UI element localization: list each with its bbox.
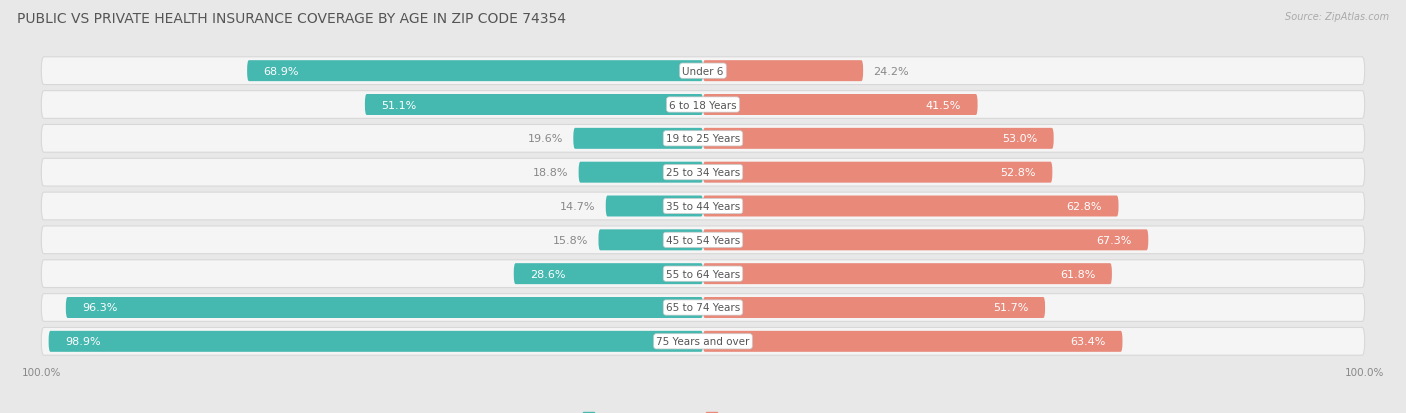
FancyBboxPatch shape <box>599 230 703 251</box>
Text: 51.1%: 51.1% <box>381 100 416 110</box>
Text: 98.9%: 98.9% <box>65 337 101 347</box>
Text: 45 to 54 Years: 45 to 54 Years <box>666 235 740 245</box>
FancyBboxPatch shape <box>703 61 863 82</box>
Text: 61.8%: 61.8% <box>1060 269 1095 279</box>
FancyBboxPatch shape <box>703 230 1149 251</box>
Text: 75 Years and over: 75 Years and over <box>657 337 749 347</box>
Text: PUBLIC VS PRIVATE HEALTH INSURANCE COVERAGE BY AGE IN ZIP CODE 74354: PUBLIC VS PRIVATE HEALTH INSURANCE COVER… <box>17 12 565 26</box>
FancyBboxPatch shape <box>41 226 1365 254</box>
FancyBboxPatch shape <box>703 162 1052 183</box>
FancyBboxPatch shape <box>41 159 1365 187</box>
Text: 24.2%: 24.2% <box>873 66 908 76</box>
FancyBboxPatch shape <box>41 192 1365 221</box>
FancyBboxPatch shape <box>41 294 1365 322</box>
Text: 96.3%: 96.3% <box>83 303 118 313</box>
Text: 52.8%: 52.8% <box>1000 168 1036 178</box>
FancyBboxPatch shape <box>41 260 1365 288</box>
Text: 51.7%: 51.7% <box>993 303 1029 313</box>
FancyBboxPatch shape <box>579 162 703 183</box>
FancyBboxPatch shape <box>366 95 703 116</box>
FancyBboxPatch shape <box>513 263 703 285</box>
Text: Under 6: Under 6 <box>682 66 724 76</box>
Text: 19 to 25 Years: 19 to 25 Years <box>666 134 740 144</box>
Text: 41.5%: 41.5% <box>925 100 962 110</box>
Text: 53.0%: 53.0% <box>1002 134 1038 144</box>
Text: 18.8%: 18.8% <box>533 168 568 178</box>
Text: 28.6%: 28.6% <box>530 269 565 279</box>
FancyBboxPatch shape <box>247 61 703 82</box>
Text: 68.9%: 68.9% <box>264 66 299 76</box>
Text: 6 to 18 Years: 6 to 18 Years <box>669 100 737 110</box>
Text: 65 to 74 Years: 65 to 74 Years <box>666 303 740 313</box>
FancyBboxPatch shape <box>41 328 1365 355</box>
Text: 67.3%: 67.3% <box>1097 235 1132 245</box>
Text: 63.4%: 63.4% <box>1070 337 1107 347</box>
FancyBboxPatch shape <box>703 196 1119 217</box>
Text: 25 to 34 Years: 25 to 34 Years <box>666 168 740 178</box>
FancyBboxPatch shape <box>41 58 1365 85</box>
FancyBboxPatch shape <box>703 263 1112 285</box>
FancyBboxPatch shape <box>41 125 1365 153</box>
Text: 55 to 64 Years: 55 to 64 Years <box>666 269 740 279</box>
Text: 62.8%: 62.8% <box>1067 202 1102 211</box>
FancyBboxPatch shape <box>703 297 1045 318</box>
Legend: Public Insurance, Private Insurance: Public Insurance, Private Insurance <box>579 408 827 413</box>
FancyBboxPatch shape <box>703 128 1053 150</box>
FancyBboxPatch shape <box>41 91 1365 119</box>
FancyBboxPatch shape <box>66 297 703 318</box>
FancyBboxPatch shape <box>703 331 1122 352</box>
FancyBboxPatch shape <box>703 95 977 116</box>
Text: 15.8%: 15.8% <box>553 235 589 245</box>
FancyBboxPatch shape <box>606 196 703 217</box>
FancyBboxPatch shape <box>574 128 703 150</box>
Text: 35 to 44 Years: 35 to 44 Years <box>666 202 740 211</box>
FancyBboxPatch shape <box>49 331 703 352</box>
Text: 19.6%: 19.6% <box>529 134 564 144</box>
Text: Source: ZipAtlas.com: Source: ZipAtlas.com <box>1285 12 1389 22</box>
Text: 14.7%: 14.7% <box>561 202 596 211</box>
